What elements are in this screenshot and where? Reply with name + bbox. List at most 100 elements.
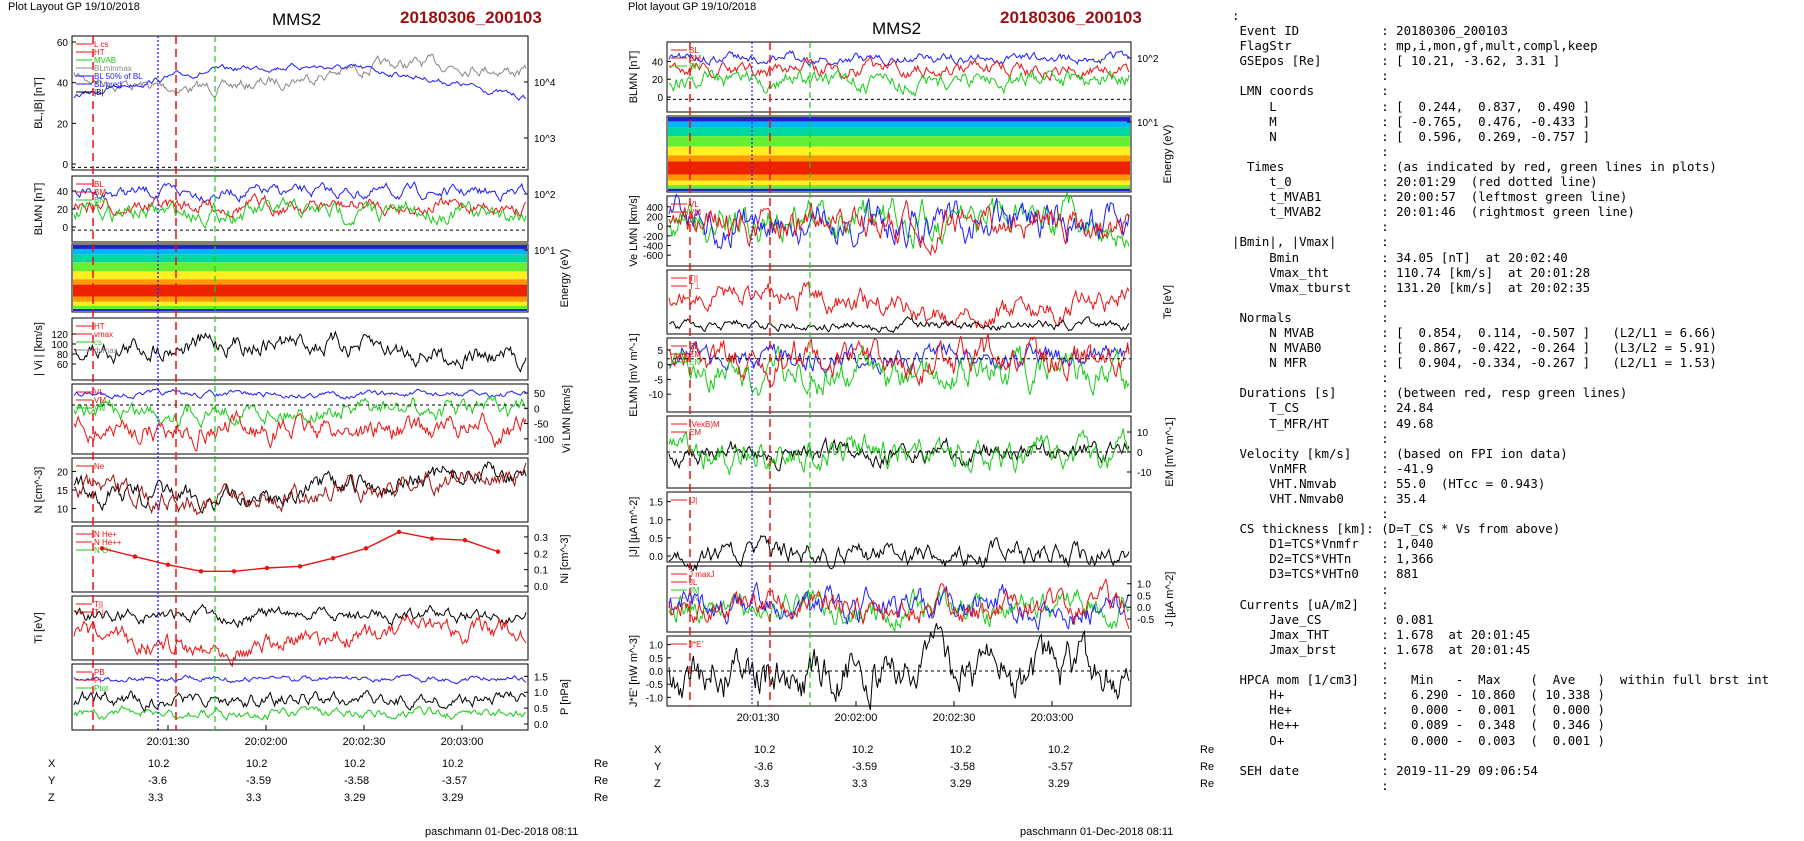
y-tick-label: 0	[1137, 448, 1143, 459]
summary-line: Normals :	[1239, 309, 1389, 325]
spectrogram-band	[73, 301, 527, 306]
summary-line: Jave_CS : 0.081	[1269, 611, 1434, 627]
y-tick-label: 20	[57, 205, 69, 216]
y-tick-label: 15	[57, 486, 69, 497]
spectrogram-band	[73, 271, 527, 280]
series-line-B	[73, 62, 527, 102]
series-line-E	[668, 333, 1130, 388]
summary-line: CS thickness [km]: (D=T_CS * Vs from abo…	[1239, 521, 1561, 537]
y-tick-label: 120	[51, 330, 68, 341]
y-axis-label: P [nPa]	[559, 679, 571, 715]
legend-label: VM	[94, 396, 106, 405]
summary-line: VnMFR : -41.9	[1269, 460, 1434, 476]
summary-line: VHT.Nmvab0 : 35.4	[1269, 491, 1426, 506]
summary-line: M : [ -0.765, 0.476, -0.433 ]	[1269, 113, 1591, 129]
spectrogram-band	[73, 305, 527, 310]
summary-line: :	[1381, 657, 1389, 673]
series-line-BLMN	[668, 68, 1130, 98]
legend-label: vmax	[94, 330, 113, 339]
ephemeris-axis-label: Y	[48, 775, 56, 787]
legend-label: VL	[689, 200, 699, 209]
y-axis-label: Ti [eV]	[33, 612, 45, 643]
summary-line: Vmax_tht : 110.74 [km/s] at 20:01:28	[1269, 264, 1591, 280]
panel-frame-Ti	[71, 595, 529, 661]
time-tick-label: 20:02:30	[933, 712, 976, 724]
series-line-Ve	[668, 199, 1130, 257]
y-tick-label: 1.0	[649, 516, 663, 527]
summary-line: :	[1381, 370, 1389, 386]
legend-label: EM	[689, 350, 701, 359]
time-tick-label: 20:02:00	[245, 736, 288, 748]
spectrogram-band	[73, 279, 527, 285]
y-tick-label: 40	[652, 57, 664, 68]
legend-label: BL pred	[94, 80, 122, 89]
y-axis-label: J*E' [nW m^-3]	[628, 635, 640, 707]
y-tick-label: 40	[57, 187, 69, 198]
series-line-E	[668, 339, 1130, 377]
legend-label: Ne	[94, 462, 105, 471]
y-axis-label: BLMN [nT]	[628, 51, 640, 104]
y-tick-label: -200	[643, 232, 663, 243]
legend-label: EN	[689, 358, 700, 367]
legend-label: JL	[689, 578, 698, 587]
legend-label: (VexB)M	[689, 420, 720, 429]
y-tick-label: 0	[657, 361, 663, 372]
legend-label: J*E'	[689, 640, 703, 649]
he-plus-plus-point	[198, 569, 204, 574]
y-tick-label: -1.0	[646, 693, 664, 704]
panel-frame-Ve	[666, 195, 1132, 267]
legend-label: MVAB	[94, 56, 116, 65]
time-tick-label: 20:02:30	[343, 736, 386, 748]
series-line-N	[74, 462, 527, 516]
summary-line: O+ : 0.000 - 0.003 ( 0.001 )	[1269, 732, 1605, 748]
summary-line: :	[1381, 747, 1389, 763]
y-tick-label: -50	[534, 420, 549, 431]
summary-line: SEH date : 2019-11-29 09:06:54	[1239, 762, 1538, 778]
panel-frame-spec	[666, 115, 1132, 193]
he-plus-plus-point	[132, 554, 138, 559]
series-line-Te	[668, 316, 1130, 334]
legend-label: N O+	[94, 546, 113, 555]
summary-line: T_MFR/HT : 49.68	[1269, 415, 1434, 431]
legend-label: JN	[689, 594, 699, 603]
ephemeris-value: 3.3	[246, 792, 262, 804]
ephemeris-value: 3.29	[442, 792, 464, 804]
left-plot-layout-label: Plot Layout GP 19/10/2018	[8, 1, 140, 13]
he-plus-plus-point	[429, 536, 435, 541]
legend-label: L cs	[94, 40, 108, 49]
legend-label: dvmax	[94, 346, 118, 355]
legend-label: HT	[94, 48, 105, 57]
y-axis-label: BL,|B| [nT]	[33, 77, 45, 129]
summary-line: Durations [s] : (between red, resp green…	[1239, 385, 1628, 401]
ephemeris-value: 10.2	[1048, 744, 1070, 756]
y-axis-label: EM [mV m^-1]	[1164, 417, 1176, 486]
y-tick-label: 40	[57, 79, 69, 90]
summary-line: GSEpos [Re] : [ 10.21, -3.62, 3.31 ]	[1239, 53, 1561, 69]
he-plus-plus-point	[462, 537, 468, 543]
ephemeris-unit: Re	[594, 775, 609, 787]
series-line-E	[668, 345, 1130, 397]
legend-label: VN	[689, 216, 700, 225]
ephemeris-value: 10.2	[148, 758, 170, 770]
series-line-Ti	[73, 603, 527, 629]
series-line-Ve	[668, 193, 1130, 250]
ephemeris-value: 10.2	[246, 758, 268, 770]
legend-label: Pi	[94, 676, 101, 685]
series-line-Te	[668, 280, 1130, 331]
he-plus-plus-point	[396, 529, 402, 535]
summary-line: T_CS : 24.84	[1269, 400, 1434, 416]
he-plus-plus-point	[231, 569, 237, 574]
time-tick-label: 20:02:00	[835, 712, 878, 724]
ephemeris-value: 3.29	[344, 792, 366, 804]
ephemeris-axis-label: Z	[654, 778, 661, 790]
y-axis-label: |J| [µA m^-2]	[628, 497, 640, 558]
legend-label: J maxJ	[689, 570, 714, 579]
legend-label: JM	[689, 586, 700, 595]
summary-line: FlagStr : mp,i,mon,gf,mult,compl,keep	[1239, 38, 1598, 54]
spectrogram-band	[668, 188, 1130, 191]
panel-frame-J	[666, 491, 1132, 563]
summary-line: t_MVAB2 : 20:01:46 (rightmost green line…	[1269, 204, 1635, 220]
y-tick-label: -0.5	[646, 680, 664, 691]
panel-frame-ViLMN	[71, 383, 529, 455]
y-axis-label: Ni [cm^-3]	[559, 534, 571, 583]
